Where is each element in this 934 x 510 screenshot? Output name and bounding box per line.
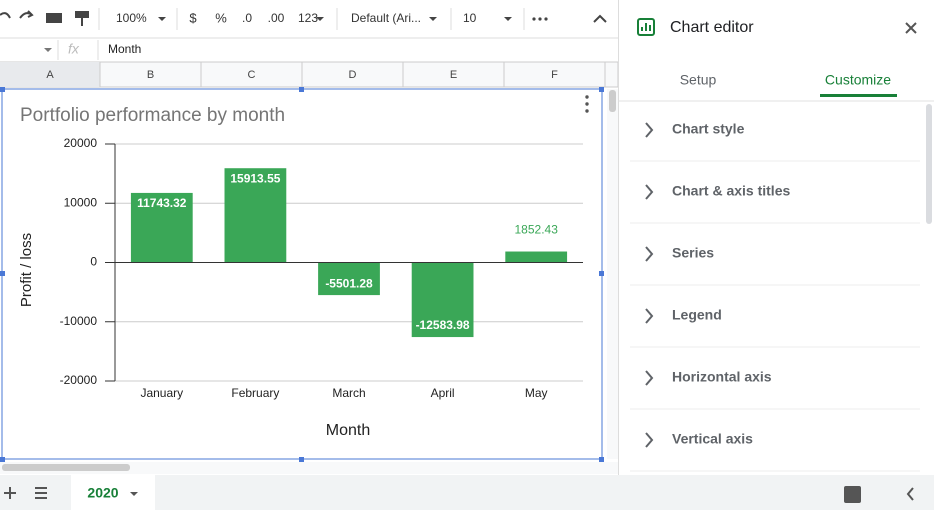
bar (318, 262, 380, 296)
plot: -20000 -10000 0 10000 20000 January 11743.32 Fe… (60, 136, 583, 400)
bar (505, 251, 568, 263)
chart-icon-bars (641, 23, 651, 31)
more-icon[interactable] (532, 17, 548, 21)
close-button[interactable] (905, 22, 917, 34)
y-tick-label: 0 (90, 255, 97, 269)
value-label: 11743.32 (137, 196, 187, 210)
x-tick-label: January (140, 386, 183, 400)
editor-panel (618, 0, 934, 475)
decrease-decimal[interactable]: .0 (242, 11, 252, 25)
section-title[interactable]: Chart style (672, 121, 745, 137)
redo-icon[interactable] (19, 10, 34, 19)
column-header: E (450, 69, 457, 81)
chart-title: Portfolio performance by month (20, 105, 285, 126)
section-chevron (645, 432, 654, 448)
column-header: C (248, 69, 256, 81)
section-chevron (645, 184, 654, 200)
column-headers: A B C D E F (46, 62, 606, 87)
x-tick-label: May (525, 386, 548, 400)
toolbar (0, 10, 607, 26)
x-tick-label: March (332, 386, 365, 400)
font-size[interactable]: 10 (463, 11, 477, 25)
y-tick-label: -10000 (60, 314, 98, 328)
separators (98, 8, 525, 30)
bar (411, 262, 474, 338)
column-header: B (147, 69, 154, 81)
column-header: F (551, 69, 558, 81)
bar (130, 192, 193, 263)
active-column-header (0, 62, 100, 87)
h-scroll-thumb[interactable] (2, 464, 130, 471)
section-title[interactable]: Chart & axis titles (672, 183, 790, 199)
percent-button[interactable]: % (215, 10, 227, 25)
y-tick-label: -20000 (60, 373, 98, 387)
undo-icon[interactable] (0, 12, 11, 19)
editor-sections: Chart style Chart & axis titles Series Lege… (630, 121, 920, 472)
column-header: A (46, 69, 54, 81)
x-tick-label: February (231, 386, 279, 400)
section-chevron (645, 122, 654, 138)
number-format[interactable]: 123 (298, 11, 318, 25)
side-panel-toggle[interactable] (906, 487, 914, 501)
increase-decimal[interactable]: .00 (268, 11, 285, 25)
font-family[interactable]: Default (Ari... (351, 11, 421, 25)
value-label: -12583.98 (416, 318, 470, 332)
all-sheets[interactable] (35, 487, 47, 499)
bar (224, 168, 287, 263)
editor-scroll-thumb[interactable] (926, 104, 932, 224)
y-axis-label: Profit / loss (18, 233, 35, 307)
sheet-tab-label[interactable]: 2020 (87, 485, 118, 501)
chart-frame[interactable] (1, 88, 603, 460)
column-header: D (349, 69, 357, 81)
formula-content[interactable]: Month (108, 42, 141, 56)
name-box-arrow[interactable] (44, 48, 52, 52)
x-axis-label: Month (326, 422, 370, 439)
explore-button[interactable] (844, 486, 861, 503)
currency-button[interactable]: $ (189, 10, 197, 25)
y-tick-label: 10000 (64, 195, 98, 209)
section-title[interactable]: Vertical axis (672, 431, 753, 447)
fx-icon: fx (68, 41, 80, 57)
y-tick-label: 20000 (64, 136, 98, 150)
h-scrollbar (0, 462, 618, 474)
tab-active[interactable]: Customize (825, 72, 891, 88)
chart-icon (637, 18, 655, 36)
tab[interactable]: Setup (680, 72, 717, 88)
section-title[interactable]: Series (672, 245, 714, 261)
chart-menu[interactable] (585, 95, 589, 113)
section-chevron (645, 370, 654, 386)
section-chevron (645, 246, 654, 262)
sheet-tab[interactable] (71, 475, 155, 510)
add-sheet[interactable] (4, 487, 16, 499)
v-scrollbar (607, 89, 618, 459)
resize-handles[interactable] (0, 87, 604, 462)
editor-title: Chart editor (670, 19, 754, 36)
value-label: -5501.28 (325, 276, 373, 290)
bottom-bar (0, 475, 934, 510)
v-scroll-thumb[interactable] (609, 90, 616, 112)
paint-format-icon[interactable] (75, 11, 89, 18)
zoom[interactable]: 100% (116, 11, 147, 25)
tab-indicator (820, 94, 897, 97)
value-label: 15913.55 (230, 171, 280, 185)
section-chevron (645, 308, 654, 324)
print-icon[interactable] (46, 13, 62, 23)
sheet-tab-arrow[interactable] (130, 492, 138, 496)
value-label: 1852.43 (515, 223, 559, 237)
collapse-icon[interactable] (593, 14, 607, 23)
section-title[interactable]: Legend (672, 307, 722, 323)
x-tick-label: April (431, 386, 455, 400)
section-title[interactable]: Horizontal axis (672, 369, 772, 385)
